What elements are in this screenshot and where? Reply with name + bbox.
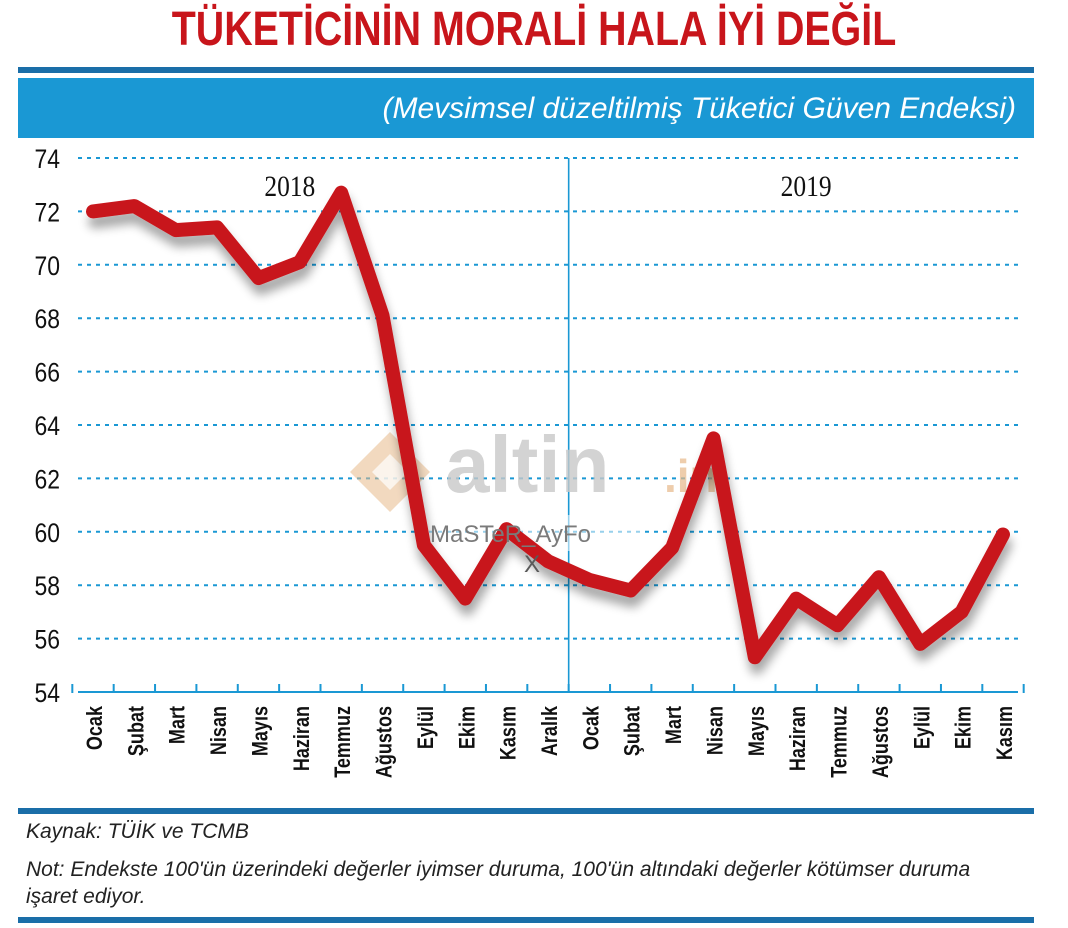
top-divider [18,67,1034,73]
y-tick-label: 70 [34,251,60,281]
chart-subtitle: (Mevsimsel düzeltilmiş Tüketici Güven En… [382,92,1016,125]
watermark-tag: MaSTeR_AyFo [430,521,591,548]
x-tick-label: Nisan [704,706,728,755]
watermark-mark: X [524,551,540,578]
source-text: Kaynak: TÜİK ve TCMB [26,820,249,843]
x-tick-label: Temmuz [332,706,356,778]
x-tick-label: Ocak [580,705,604,750]
y-tick-label: 58 [34,571,60,601]
year-labels: 2018 2019 [264,170,831,203]
watermark-brand: altin [445,420,609,509]
y-tick-label: 62 [34,465,60,495]
x-tick-label: Nisan [208,706,232,755]
y-tick-label: 66 [34,358,60,388]
x-tick-label: Şubat [125,706,149,756]
x-tick-label: Eylül [414,706,438,749]
x-tick-label: Mayıs [745,706,769,756]
footer-divider-top [18,808,1034,814]
x-tick-label: Ekim [952,706,976,749]
watermark: altin .in [350,420,718,551]
chart-title: TÜKETİCİNİN MORALİ HALA İYİ DEĞİL [171,3,897,56]
x-tick-label: Mart [663,706,687,744]
x-tick-label: Şubat [621,706,645,756]
year-label: 2019 [781,170,832,203]
x-tick-label: Ekim [456,706,480,749]
y-tick-label: 54 [34,678,60,708]
y-tick-label: 60 [34,518,60,548]
x-tick-label: Aralık [538,705,562,756]
series-layer: MaSTeR_AyFo X [86,185,1010,665]
x-tick-label: Ocak [83,705,107,750]
subtitle-band: (Mevsimsel düzeltilmiş Tüketici Güven En… [18,78,1034,138]
y-tick-label: 56 [34,625,60,655]
line-chart: 54 56 58 60 62 64 66 68 70 72 74 altin .in MaSTeR_A… [34,144,1025,778]
y-tick-label: 72 [34,198,60,228]
gridlines [78,157,1018,640]
x-tick-label: Mart [166,706,190,744]
x-tick-label: Temmuz [828,706,852,778]
footer-divider-bottom [18,917,1034,923]
y-tick-label: 64 [34,411,60,441]
y-tick-label: 68 [34,304,60,334]
x-tick-label: Mayıs [249,706,273,756]
x-tick-label: Haziran [290,706,314,771]
x-tick-label: Eylül [911,706,935,749]
x-tick-label: Ağustos [373,706,397,778]
x-tick-label: Ağustos [869,706,893,778]
y-tick-label: 74 [34,144,60,174]
x-tick-label: Kasım [497,706,521,760]
x-tick-labels: Ocak Şubat Mart Nisan Mayıs Haziran Temmuz Ağus… [83,705,1017,778]
x-tick-label: Haziran [787,706,811,771]
y-axis: 54 56 58 60 62 64 66 68 70 72 74 [34,144,60,708]
x-tick-label: Kasım [993,706,1017,760]
x-axis [71,158,1025,693]
brand-logo-inner-icon [372,454,408,490]
note-text: Not: Endekste 100'ün üzerindeki değerler… [26,858,971,908]
year-label: 2018 [264,170,315,203]
